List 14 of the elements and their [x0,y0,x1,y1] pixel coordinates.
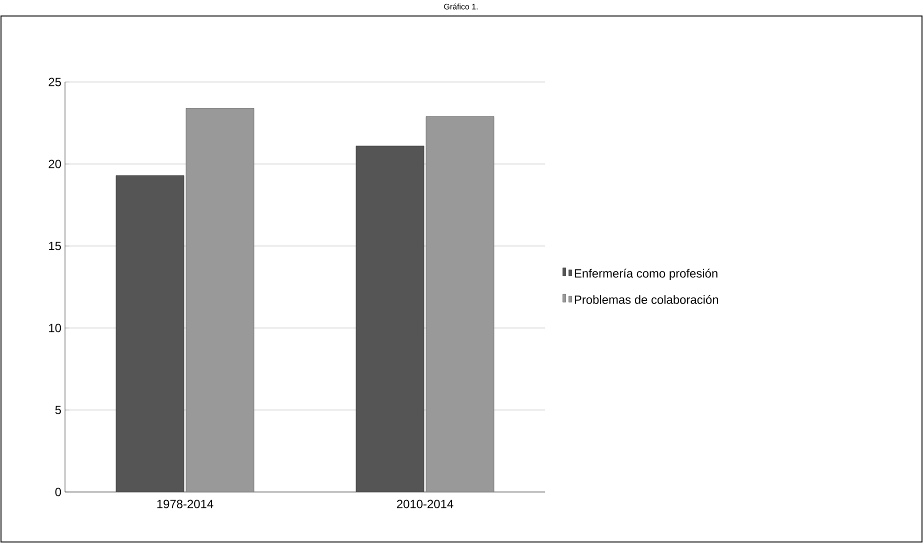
y-tick-label: 15 [49,242,61,250]
y-tick-label: 10 [49,324,62,332]
y-tick-label: 25 [48,78,61,86]
y-tick-label: 20 [48,160,62,168]
y-tick-label: 0 [55,488,62,496]
bar [116,175,184,492]
legend-label: Problemas de colaboración [574,294,718,304]
bar [186,108,254,492]
bar [356,146,424,492]
x-tick-label: 1978-2014 [157,500,214,508]
legend-label: Enfermería como profesión [574,268,718,280]
bar [426,116,494,492]
y-tick-label: 5 [55,406,61,414]
x-tick-label: 2010-2014 [397,500,454,508]
